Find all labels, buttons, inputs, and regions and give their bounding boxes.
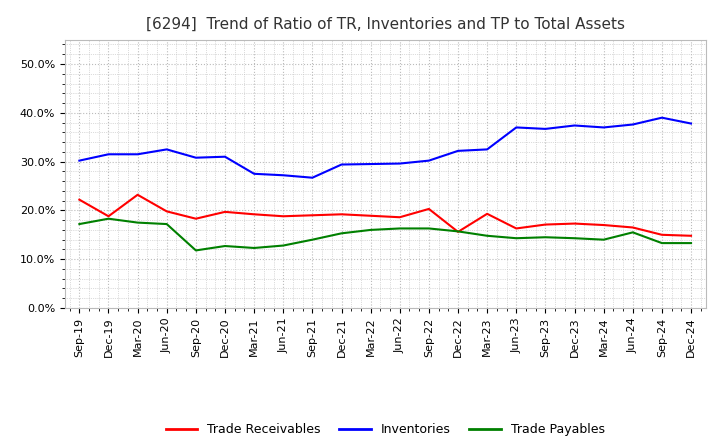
Trade Receivables	[425, 206, 433, 212]
Trade Payables	[250, 246, 258, 251]
Line: Trade Payables: Trade Payables	[79, 219, 691, 250]
Inventories	[279, 172, 287, 178]
Inventories	[570, 123, 579, 128]
Inventories	[454, 148, 462, 154]
Inventories	[512, 125, 521, 130]
Trade Receivables	[75, 197, 84, 202]
Trade Receivables	[104, 213, 113, 219]
Trade Receivables	[220, 209, 229, 215]
Trade Payables	[570, 235, 579, 241]
Inventories	[366, 161, 375, 167]
Trade Payables	[308, 237, 317, 242]
Trade Payables	[599, 237, 608, 242]
Trade Receivables	[483, 211, 492, 216]
Inventories	[599, 125, 608, 130]
Trade Payables	[279, 243, 287, 248]
Trade Payables	[483, 233, 492, 238]
Trade Payables	[395, 226, 404, 231]
Trade Payables	[657, 240, 666, 246]
Trade Receivables	[395, 215, 404, 220]
Inventories	[541, 126, 550, 132]
Title: [6294]  Trend of Ratio of TR, Inventories and TP to Total Assets: [6294] Trend of Ratio of TR, Inventories…	[145, 16, 625, 32]
Trade Receivables	[454, 229, 462, 235]
Line: Inventories: Inventories	[79, 117, 691, 178]
Trade Payables	[541, 235, 550, 240]
Inventories	[395, 161, 404, 166]
Inventories	[192, 155, 200, 160]
Inventories	[163, 147, 171, 152]
Trade Receivables	[163, 209, 171, 214]
Inventories	[657, 115, 666, 120]
Inventories	[629, 122, 637, 127]
Trade Receivables	[366, 213, 375, 218]
Trade Payables	[366, 227, 375, 233]
Trade Payables	[454, 229, 462, 234]
Inventories	[425, 158, 433, 163]
Trade Payables	[425, 226, 433, 231]
Inventories	[687, 121, 696, 126]
Trade Receivables	[687, 233, 696, 238]
Inventories	[75, 158, 84, 163]
Trade Receivables	[192, 216, 200, 221]
Trade Payables	[337, 231, 346, 236]
Trade Receivables	[541, 222, 550, 227]
Trade Payables	[629, 230, 637, 235]
Trade Payables	[687, 240, 696, 246]
Inventories	[308, 175, 317, 180]
Trade Receivables	[250, 212, 258, 217]
Trade Payables	[104, 216, 113, 221]
Trade Receivables	[599, 222, 608, 227]
Trade Payables	[512, 235, 521, 241]
Inventories	[250, 171, 258, 176]
Inventories	[104, 152, 113, 157]
Inventories	[337, 162, 346, 167]
Trade Payables	[220, 243, 229, 249]
Trade Receivables	[629, 225, 637, 230]
Trade Receivables	[570, 221, 579, 226]
Legend: Trade Receivables, Inventories, Trade Payables: Trade Receivables, Inventories, Trade Pa…	[161, 418, 610, 440]
Inventories	[220, 154, 229, 159]
Trade Receivables	[133, 192, 142, 198]
Inventories	[133, 152, 142, 157]
Trade Payables	[133, 220, 142, 225]
Inventories	[483, 147, 492, 152]
Trade Receivables	[279, 213, 287, 219]
Trade Receivables	[337, 212, 346, 217]
Trade Payables	[75, 221, 84, 227]
Trade Receivables	[657, 232, 666, 238]
Line: Trade Receivables: Trade Receivables	[79, 195, 691, 236]
Trade Receivables	[308, 213, 317, 218]
Trade Payables	[163, 221, 171, 227]
Trade Receivables	[512, 226, 521, 231]
Trade Payables	[192, 248, 200, 253]
